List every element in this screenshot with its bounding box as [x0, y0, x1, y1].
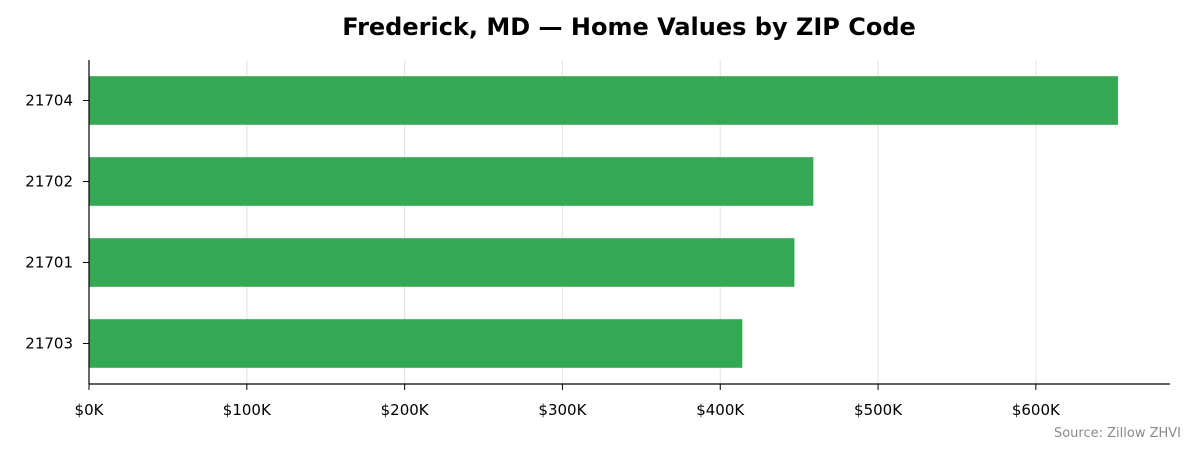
source-note: Source: Zillow ZHVI — [1054, 426, 1181, 441]
x-tick-label: $200K — [381, 401, 430, 419]
x-tick-label: $300K — [538, 401, 587, 419]
bar-21701 — [89, 238, 795, 287]
x-tick-label: $100K — [223, 401, 272, 419]
axes — [88, 60, 1170, 385]
bar-21703 — [89, 319, 743, 368]
y-tick-label: 21702 — [25, 173, 73, 191]
y-tick-label: 21703 — [25, 335, 73, 353]
chart-title: Frederick, MD — Home Values by ZIP Code — [342, 13, 916, 41]
x-tick-label: $600K — [1012, 401, 1061, 419]
bar-21704 — [89, 76, 1118, 125]
bar-21702 — [89, 157, 814, 206]
y-tick-label: 21704 — [25, 92, 73, 110]
x-tick-label: $500K — [854, 401, 903, 419]
y-axis-ticks: 21704 21702 21701 21703 — [25, 92, 89, 353]
x-tick-label: $400K — [696, 401, 745, 419]
x-axis-ticks: $0K $100K $200K $300K $400K $500K $600K — [75, 384, 1061, 419]
x-tick-label: $0K — [75, 401, 105, 419]
bars — [89, 76, 1118, 368]
y-tick-label: 21701 — [25, 254, 73, 272]
